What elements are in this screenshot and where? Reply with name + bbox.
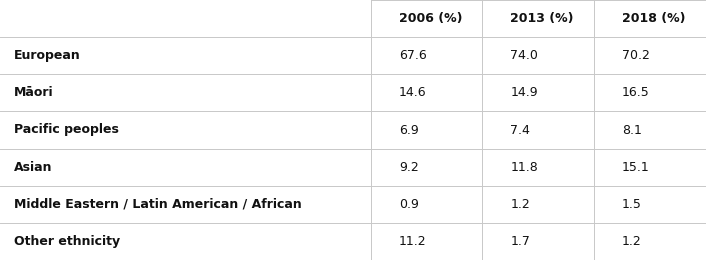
Text: Māori: Māori <box>14 86 54 99</box>
Text: Asian: Asian <box>14 161 53 174</box>
Text: 74.0: 74.0 <box>510 49 538 62</box>
Text: 1.2: 1.2 <box>622 235 642 248</box>
Text: 0.9: 0.9 <box>399 198 419 211</box>
Text: 2018 (%): 2018 (%) <box>622 12 686 25</box>
Text: 7.4: 7.4 <box>510 124 530 136</box>
Text: 11.8: 11.8 <box>510 161 538 174</box>
Text: 6.9: 6.9 <box>399 124 419 136</box>
Text: 70.2: 70.2 <box>622 49 650 62</box>
Text: 11.2: 11.2 <box>399 235 426 248</box>
Text: Middle Eastern / Latin American / African: Middle Eastern / Latin American / Africa… <box>14 198 302 211</box>
Text: 1.7: 1.7 <box>510 235 530 248</box>
Text: 9.2: 9.2 <box>399 161 419 174</box>
Text: Other ethnicity: Other ethnicity <box>14 235 120 248</box>
Text: 14.9: 14.9 <box>510 86 538 99</box>
Text: 2006 (%): 2006 (%) <box>399 12 462 25</box>
Text: 15.1: 15.1 <box>622 161 650 174</box>
Text: European: European <box>14 49 81 62</box>
Text: 14.6: 14.6 <box>399 86 426 99</box>
Text: 8.1: 8.1 <box>622 124 642 136</box>
Text: 67.6: 67.6 <box>399 49 426 62</box>
Text: 2013 (%): 2013 (%) <box>510 12 574 25</box>
Text: 1.5: 1.5 <box>622 198 642 211</box>
Text: 16.5: 16.5 <box>622 86 650 99</box>
Text: Pacific peoples: Pacific peoples <box>14 124 119 136</box>
Text: 1.2: 1.2 <box>510 198 530 211</box>
